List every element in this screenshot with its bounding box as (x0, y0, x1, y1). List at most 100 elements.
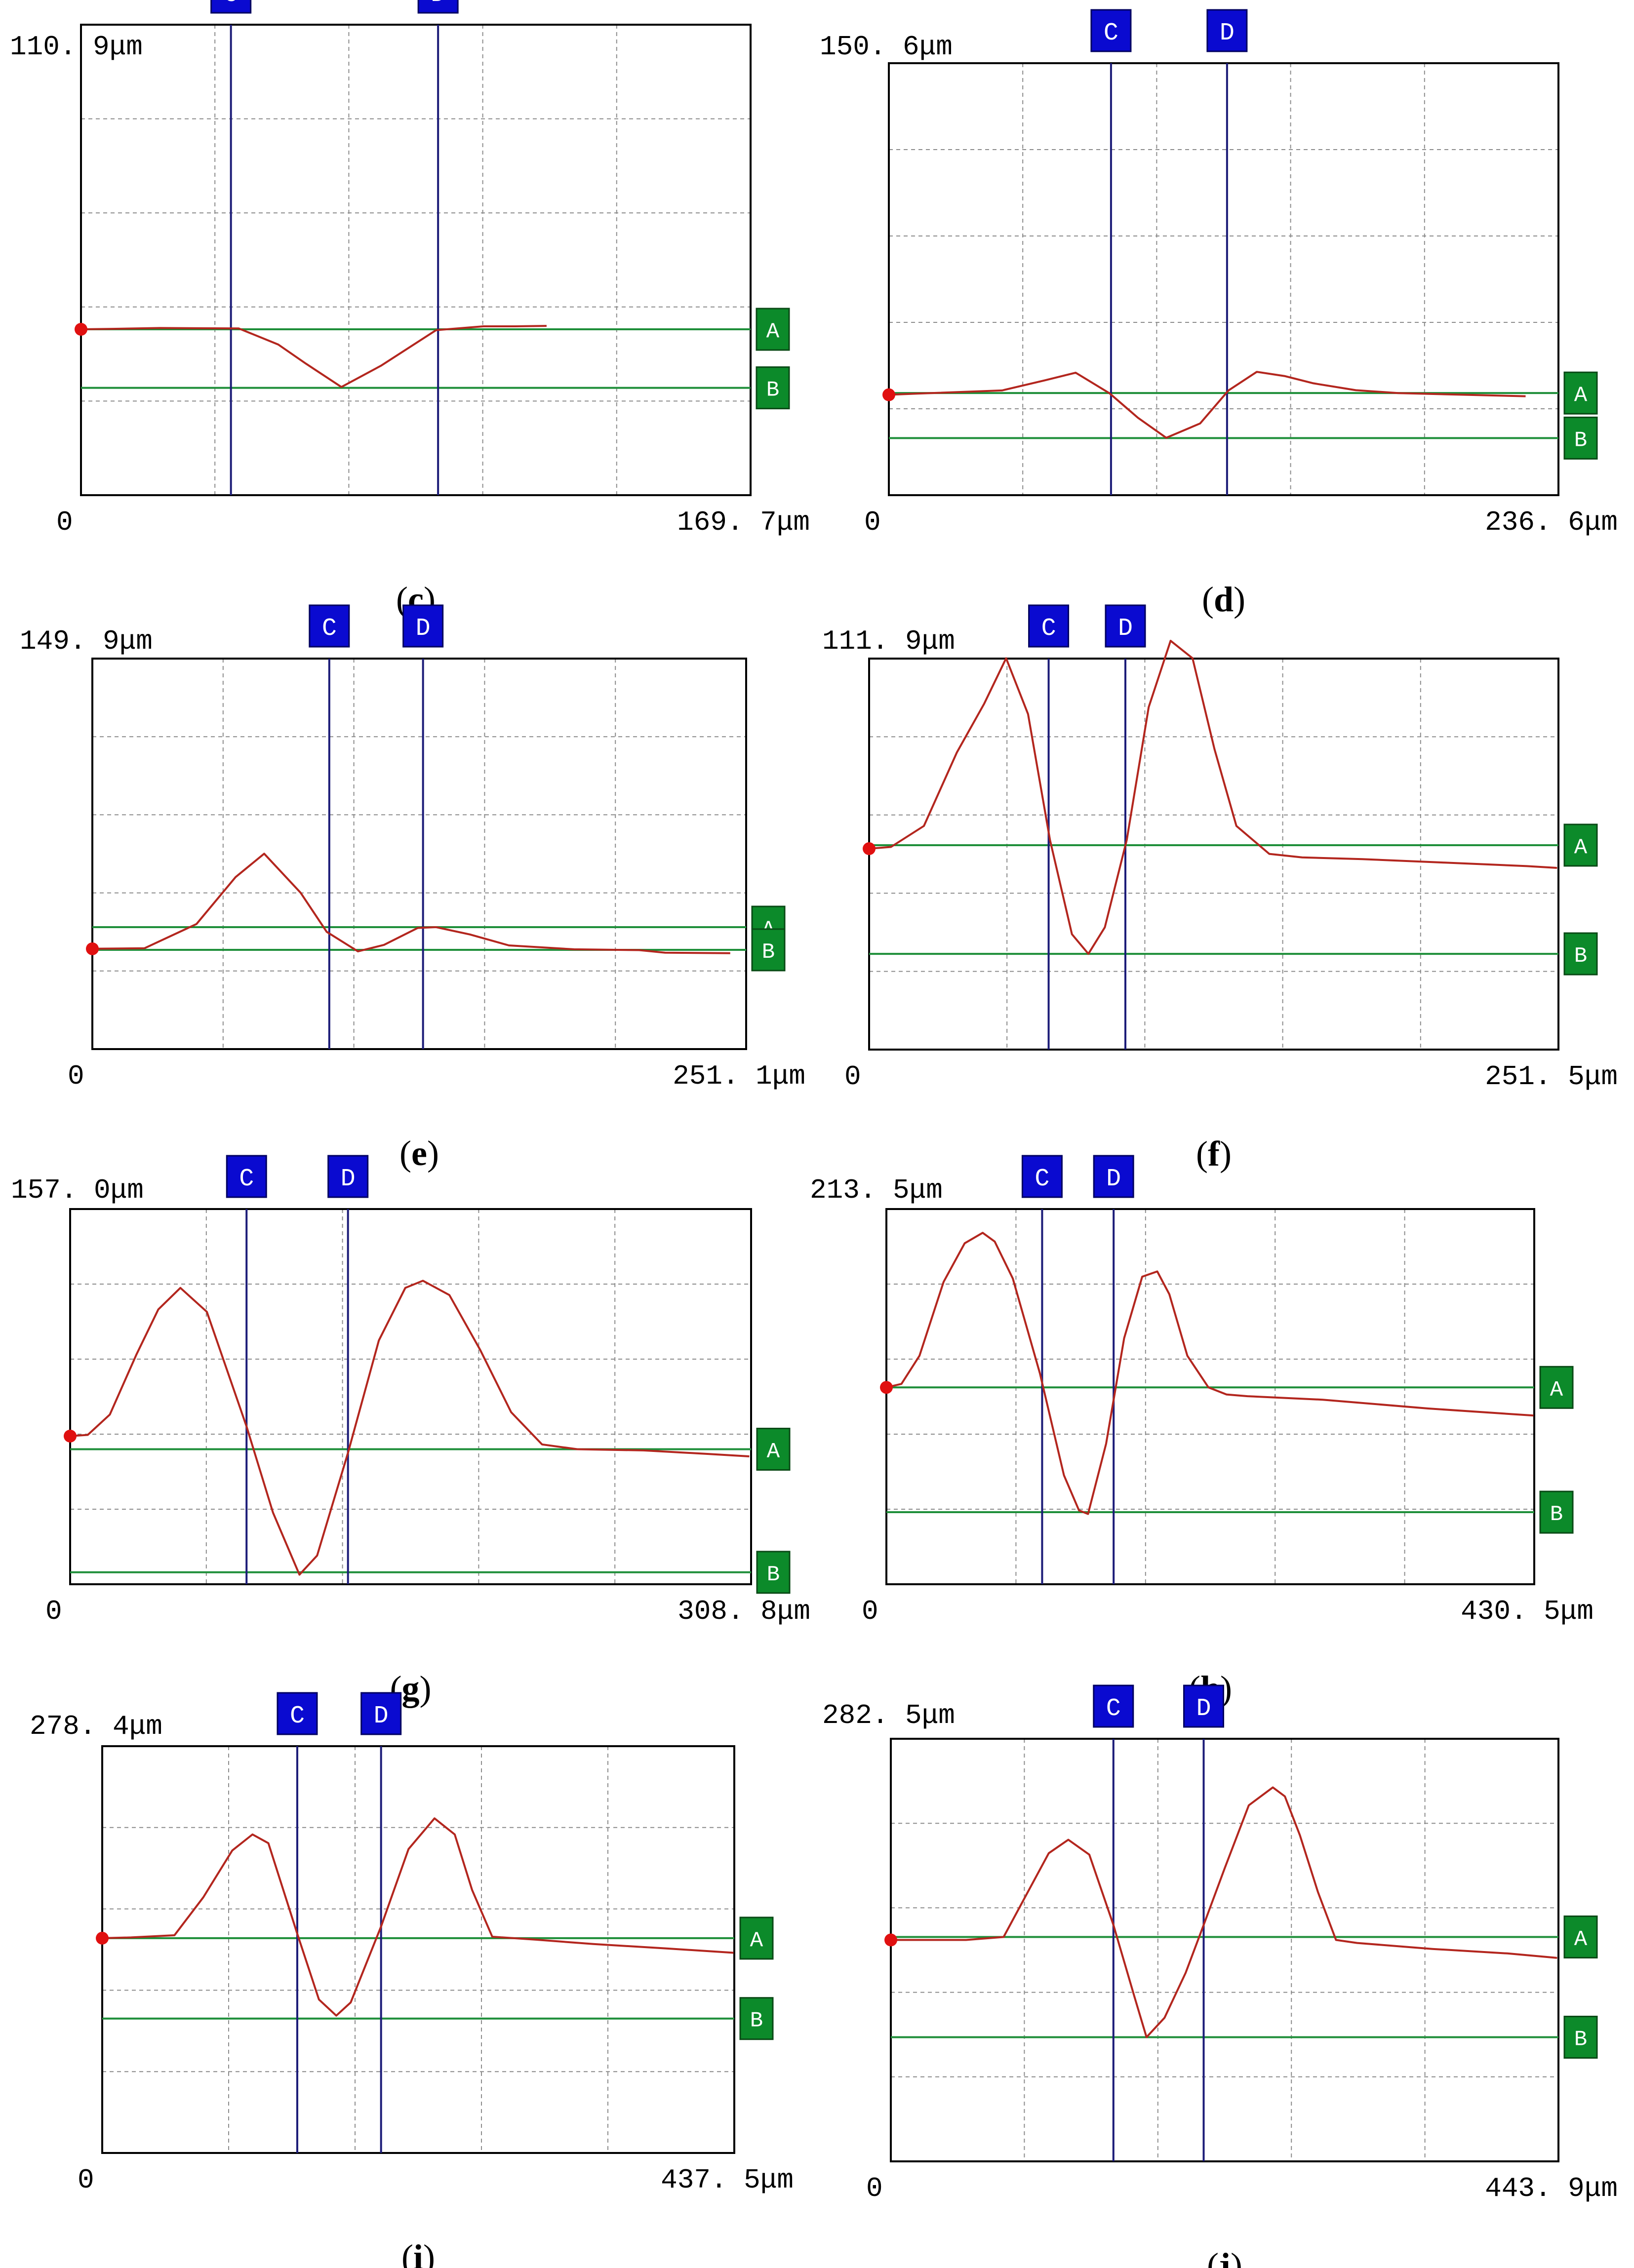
caption-paren-open: ( (1207, 2246, 1219, 2268)
cursor-marker-d[interactable]: D (402, 604, 444, 648)
cursor-marker-c[interactable]: C (1090, 9, 1132, 52)
level-marker-box[interactable] (756, 366, 790, 410)
level-marker-label: B (767, 1563, 780, 1587)
cursor-marker-c[interactable]: C (277, 1692, 318, 1735)
cursor-marker-c[interactable]: C (1028, 604, 1070, 648)
cursor-marker-c[interactable]: C (1021, 1155, 1063, 1198)
cursor-marker-box[interactable] (1093, 1684, 1134, 1728)
origin-label: 0 (866, 2173, 883, 2204)
level-marker-b[interactable]: B (751, 928, 786, 972)
cursor-marker-d[interactable]: D (327, 1155, 369, 1198)
cursor-marker-box[interactable] (1028, 604, 1070, 648)
level-marker-b[interactable]: B (1563, 2016, 1598, 2059)
level-marker-box[interactable] (1539, 1490, 1574, 1534)
cursor-marker-box[interactable] (309, 604, 350, 648)
origin-label: 0 (56, 507, 73, 538)
cursor-marker-box[interactable] (360, 1692, 402, 1735)
level-marker-b[interactable]: B (1563, 416, 1598, 460)
level-marker-b[interactable]: B (1539, 1490, 1574, 1534)
caption-letter: g (402, 1669, 420, 1708)
x-max-label: 308. 8μm (678, 1596, 810, 1627)
cursor-marker-d[interactable]: D (1183, 1684, 1225, 1728)
caption-paren-close: ) (1220, 1134, 1232, 1173)
level-marker-b[interactable]: B (756, 1551, 791, 1594)
cursor-marker-box[interactable] (1105, 604, 1146, 648)
cursor-marker-box[interactable] (1021, 1155, 1063, 1198)
origin-label: 0 (862, 1596, 878, 1627)
y-max-label: 150. 6μm (820, 31, 953, 63)
cursor-marker-d[interactable]: D (1093, 1155, 1134, 1198)
level-marker-a[interactable]: A (1539, 1366, 1574, 1409)
level-marker-box[interactable] (1563, 416, 1598, 460)
level-marker-box[interactable] (1563, 2016, 1598, 2059)
cursor-marker-box[interactable] (1093, 1155, 1134, 1198)
level-marker-box[interactable] (1563, 1915, 1598, 1958)
cursor-marker-box[interactable] (417, 0, 459, 14)
caption-paren-open: ( (399, 1134, 411, 1173)
cursor-marker-c[interactable]: C (1093, 1684, 1134, 1728)
profile-start-point (882, 388, 895, 401)
chart-panel-j: A B C D 282. 5μm 0 443. 9μm (j) (822, 1684, 1618, 2268)
cursor-marker-d[interactable]: D (360, 1692, 402, 1735)
caption-letter: d (1214, 580, 1234, 619)
level-marker-label: A (750, 1928, 763, 1953)
chart-panel-i: A B C D 278. 4μm 0 437. 5μm (i) (30, 1692, 794, 2268)
cursor-marker-d[interactable]: D (1206, 9, 1248, 52)
cursor-marker-d[interactable]: D (417, 0, 459, 14)
cursor-marker-box[interactable] (210, 0, 252, 14)
level-marker-b[interactable]: B (739, 1997, 774, 2040)
level-marker-a[interactable]: A (756, 1427, 791, 1471)
level-marker-box[interactable] (756, 308, 790, 351)
level-marker-b[interactable]: B (756, 366, 790, 410)
profile-start-point (75, 323, 87, 336)
level-marker-label: B (1574, 2028, 1587, 2052)
level-marker-a[interactable]: A (1563, 1915, 1598, 1958)
cursor-marker-label: C (290, 1702, 305, 1730)
level-marker-b[interactable]: B (1563, 932, 1598, 976)
cursor-marker-label: C (1041, 615, 1056, 643)
plot-frame (885, 1208, 1535, 1585)
cursor-marker-label: D (1196, 1695, 1211, 1723)
x-max-label: 430. 5μm (1461, 1596, 1594, 1627)
y-max-label: 111. 9μm (822, 626, 955, 657)
level-marker-a[interactable]: A (756, 308, 790, 351)
level-marker-box[interactable] (756, 1427, 791, 1471)
panel-caption: (f) (1196, 1134, 1232, 1173)
level-marker-a[interactable]: A (1563, 823, 1598, 867)
level-marker-a[interactable]: A (1563, 371, 1598, 415)
cursor-marker-box[interactable] (1206, 9, 1248, 52)
level-marker-box[interactable] (739, 1997, 774, 2040)
cursor-marker-box[interactable] (327, 1155, 369, 1198)
cursor-marker-box[interactable] (402, 604, 444, 648)
level-marker-a[interactable]: A (739, 1916, 774, 1960)
cursor-marker-label: D (1220, 19, 1235, 47)
profile-start-point (884, 1933, 897, 1947)
level-marker-box[interactable] (739, 1916, 774, 1960)
caption-letter: i (413, 2237, 423, 2268)
level-marker-box[interactable] (751, 928, 786, 972)
level-marker-box[interactable] (1563, 932, 1598, 976)
level-marker-label: B (1550, 1502, 1563, 1527)
cursor-marker-d[interactable]: D (1105, 604, 1146, 648)
level-marker-box[interactable] (1539, 1366, 1574, 1409)
cursor-marker-box[interactable] (226, 1155, 267, 1198)
cursor-marker-c[interactable]: C (210, 0, 252, 14)
cursor-marker-box[interactable] (1090, 9, 1132, 52)
cursor-marker-c[interactable]: C (226, 1155, 267, 1198)
caption-paren-close: ) (427, 1134, 439, 1173)
cursor-marker-c[interactable]: C (309, 604, 350, 648)
level-marker-box[interactable] (756, 1551, 791, 1594)
panel-caption: (i) (401, 2237, 435, 2268)
profile-start-point (86, 942, 99, 955)
level-marker-box[interactable] (1563, 371, 1598, 415)
profile-start-point (880, 1381, 893, 1394)
cursor-marker-box[interactable] (1183, 1684, 1225, 1728)
cursor-marker-box[interactable] (277, 1692, 318, 1735)
origin-label: 0 (68, 1060, 84, 1092)
level-marker-box[interactable] (1563, 823, 1598, 867)
panel-caption: (e) (399, 1134, 439, 1173)
